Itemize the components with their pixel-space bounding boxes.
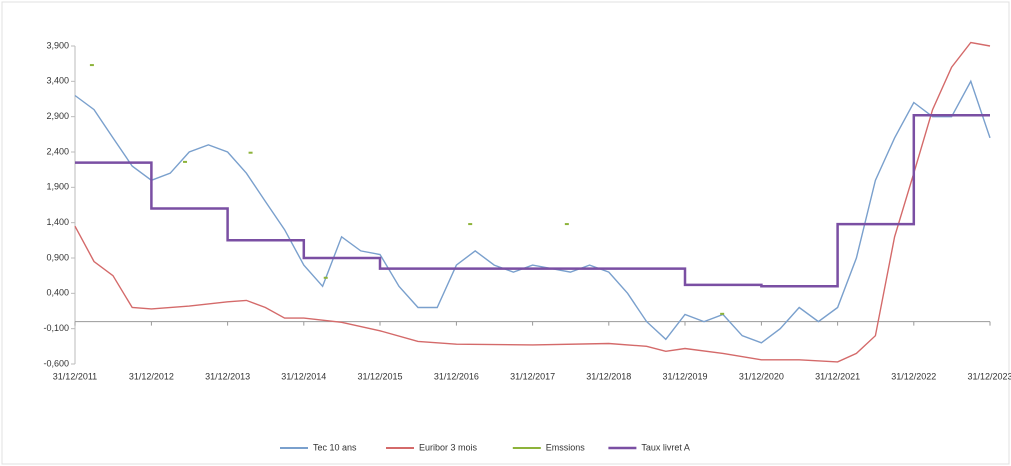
- legend-label: Emssions: [546, 442, 586, 452]
- x-tick-label: 31/12/2018: [586, 371, 631, 381]
- line-series: [74, 79, 991, 344]
- y-tick-label: 2,900: [46, 111, 69, 121]
- x-tick-label: 31/12/2023: [967, 371, 1011, 381]
- x-tick-label: 31/12/2021: [815, 371, 860, 381]
- x-tick-label: 31/12/2012: [129, 371, 174, 381]
- y-tick-label: 1,900: [46, 182, 69, 192]
- scatter-point: [564, 223, 569, 226]
- line-series: [74, 41, 991, 363]
- y-tick-label: 1,400: [46, 217, 69, 227]
- scatter-point: [89, 64, 94, 67]
- legend-label: Tec 10 ans: [313, 442, 357, 452]
- x-tick-label: 31/12/2022: [891, 371, 936, 381]
- y-tick-label: 0,900: [46, 252, 69, 262]
- x-tick-label: 31/12/2016: [434, 371, 479, 381]
- y-tick-label: 0,400: [46, 288, 69, 298]
- x-tick-label: 31/12/2019: [662, 371, 707, 381]
- x-tick-label: 31/12/2015: [357, 371, 402, 381]
- step-series: [75, 114, 990, 288]
- legend-label: Taux livret A: [641, 442, 690, 452]
- y-tick-label: 2,400: [46, 146, 69, 156]
- legend-label: Euribor 3 mois: [419, 442, 478, 452]
- y-tick-label: 3,900: [46, 40, 69, 50]
- scatter-point: [323, 276, 328, 279]
- x-tick-label: 31/12/2020: [739, 371, 784, 381]
- scatter-point: [720, 312, 725, 315]
- x-tick-label: 31/12/2014: [281, 371, 326, 381]
- y-tick-label: -0,600: [43, 358, 69, 368]
- scatter-point: [468, 223, 473, 226]
- x-tick-label: 31/12/2017: [510, 371, 555, 381]
- scatter-point: [248, 151, 253, 154]
- y-tick-label: 3,400: [46, 76, 69, 86]
- y-tick-label: -0,100: [43, 323, 69, 333]
- scatter-point: [183, 160, 188, 163]
- x-tick-label: 31/12/2013: [205, 371, 250, 381]
- x-tick-label: 31/12/2011: [53, 371, 97, 381]
